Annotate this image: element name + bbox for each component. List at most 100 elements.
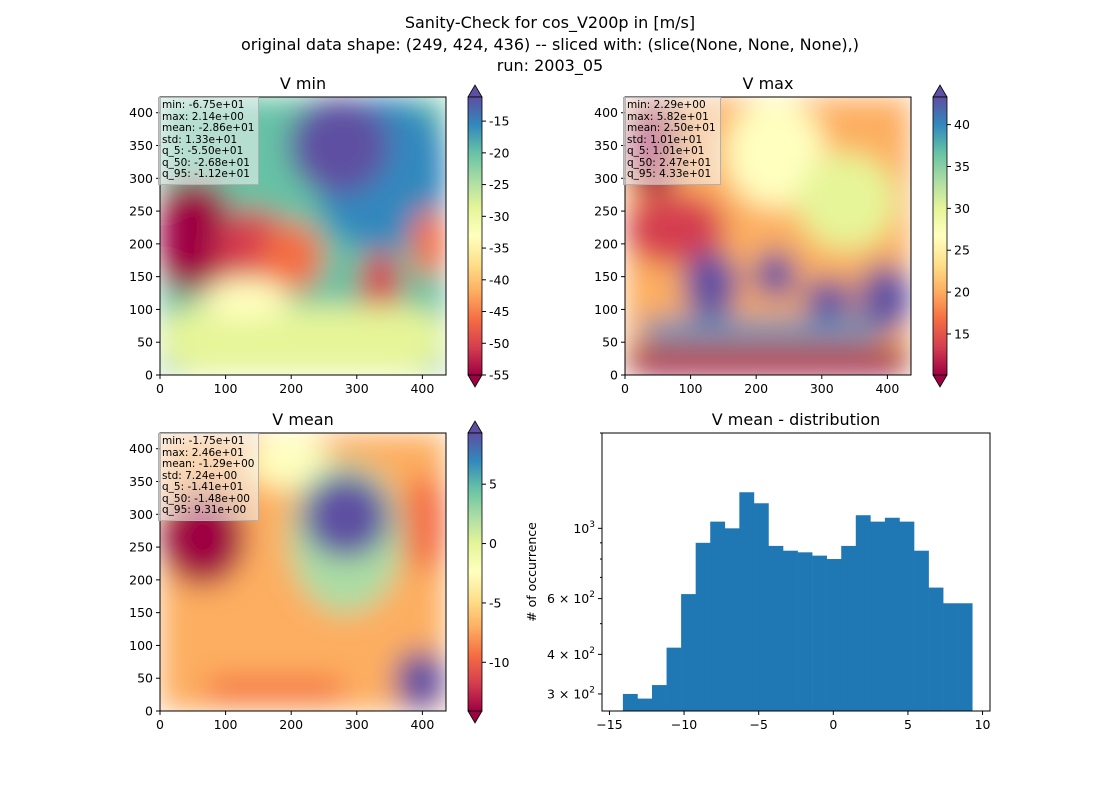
x-tick-label: 200: [744, 381, 768, 396]
heatmap-region: [625, 347, 911, 375]
heatmap-region: [725, 97, 826, 209]
y-tick-label: 3 × 102: [547, 685, 595, 701]
y-tick-label: 350: [594, 138, 618, 153]
y-tick-label: 300: [129, 507, 153, 522]
x-tick-label: 400: [410, 381, 434, 396]
y-tick-label: 6 × 102: [547, 590, 595, 606]
x-tick-label: 0: [156, 717, 164, 732]
stat-line: min: 2.29e+00: [627, 99, 706, 111]
colorbar-tick-label: -25: [489, 177, 509, 192]
heatmap-region: [394, 649, 446, 711]
y-tick-label: 350: [129, 138, 153, 153]
heatmap-region: [802, 277, 854, 320]
figure-title-line-3: run: 2003_05: [496, 56, 604, 75]
colorbar: 5 0 -5 -10: [467, 420, 509, 724]
colorbar-extend-bottom: [467, 374, 483, 388]
y-tick-label: 50: [137, 671, 153, 686]
histogram-bar: [899, 521, 915, 711]
histogram-title: V mean - distribution: [712, 410, 881, 429]
heatmap-region: [160, 180, 229, 292]
x-tick-label: 5: [904, 717, 912, 732]
histogram-frame: [601, 432, 991, 712]
colorbar-extend-bottom: [467, 710, 483, 724]
stat-line: q_95: 9.31e+00: [162, 504, 247, 516]
colorbar-tick-label: -55: [489, 368, 509, 383]
stat-line: q_50: -1.48e+00: [162, 492, 250, 505]
colorbar-tick-label: -50: [489, 336, 509, 351]
histogram-y-label: # of occurrence: [524, 522, 539, 622]
y-tick-label: 400: [594, 105, 618, 120]
heatmap-region: [160, 305, 446, 375]
colorbar-extend-top: [467, 84, 483, 98]
histogram-bar: [753, 503, 769, 711]
y-tick-label: 400: [129, 105, 153, 120]
y-tick-label: 150: [129, 269, 153, 284]
histogram-bar: [622, 693, 638, 711]
heatmap-region: [202, 677, 346, 700]
colorbar: -15 -20 -25 -30 -35 -40 -45 -50 -55: [467, 84, 509, 388]
colorbar-tick-label: 15: [954, 326, 970, 341]
x-tick-label: 0: [621, 381, 629, 396]
histogram-bar: [957, 603, 973, 711]
heatmap-region: [260, 222, 324, 292]
histogram-bar: [637, 698, 653, 711]
histogram-bar: [739, 492, 755, 711]
panel-title: V min: [280, 74, 326, 93]
y-tick-label: 250: [129, 204, 153, 219]
colorbar-tick-label: 30: [954, 201, 970, 216]
stat-line: max: 5.82e+01: [627, 110, 709, 123]
x-tick-label: 400: [410, 717, 434, 732]
stats-box-v-mean: min: -1.75e+01 max: 2.46e+01 mean: -1.29e+…: [158, 433, 260, 521]
histogram-bar: [724, 528, 740, 711]
colorbar-tick-label: 5: [489, 477, 497, 492]
colorbar-tick-label: -20: [489, 145, 509, 160]
colorbar-extend-top: [467, 420, 483, 434]
y-tick-label: 150: [129, 605, 153, 620]
stats-box-v-min: min: -6.75e+01 max: 2.14e+00 mean: -2.86e+…: [158, 97, 260, 185]
colorbar-tick-label: -5: [489, 595, 501, 610]
colorbar-tick-label: 0: [489, 536, 497, 551]
stat-line: mean: 2.50e+01: [627, 122, 716, 134]
x-tick-label: −10: [671, 717, 697, 732]
x-tick-label: 300: [345, 717, 369, 732]
colorbar-extend-top: [932, 84, 948, 98]
x-tick-label: 0: [156, 381, 164, 396]
x-tick-label: 300: [810, 381, 834, 396]
colorbar-tick-label: -15: [489, 114, 509, 129]
colorbar-tick-label: -35: [489, 241, 509, 256]
figure-title-line-2: original data shape: (249, 424, 436) -- …: [241, 35, 859, 54]
heatmap-region: [411, 208, 446, 278]
histogram-bar: [884, 517, 900, 711]
x-tick-label: 100: [214, 381, 238, 396]
stat-line: min: -1.75e+01: [162, 435, 245, 447]
heatmap-frame: [159, 96, 447, 376]
y-tick-label: 200: [594, 236, 618, 251]
colorbar-gradient: [467, 432, 483, 712]
x-tick-label: −15: [596, 717, 622, 732]
figure-title-line-1: Sanity-Check for cos_V200p in [m/s]: [404, 13, 696, 32]
y-tick-label: 200: [129, 572, 153, 587]
stats-box-v-max: min: 2.29e+00 max: 5.82e+01 mean: 2.50e+01…: [623, 97, 721, 185]
heatmap-region: [288, 97, 389, 195]
histogram-bar: [870, 521, 886, 711]
histogram-bar: [943, 603, 958, 711]
y-tick-label: 400: [129, 441, 153, 456]
histogram-panel: V mean - distribution # of occurrence −15 −…: [524, 410, 991, 732]
histogram-bar: [826, 559, 842, 711]
y-tick-label: 200: [129, 236, 153, 251]
histogram-bar: [666, 647, 682, 711]
stat-line: q_50: -2.68e+01: [162, 156, 250, 169]
heatmap-region: [859, 263, 911, 334]
colorbar-gradient: [467, 96, 483, 376]
stat-line: mean: -2.86e+01: [162, 122, 255, 134]
heatmap-region: [360, 249, 401, 320]
panel-title: V max: [743, 74, 794, 93]
histogram-bar: [652, 685, 667, 711]
y-tick-label: 100: [129, 302, 153, 317]
colorbar-tick-label: 35: [954, 159, 970, 174]
stat-line: q_50: 2.47e+01: [627, 156, 712, 169]
stat-line: q_95: -1.12e+01: [162, 168, 250, 180]
x-tick-label: 200: [279, 381, 303, 396]
histogram-bar: [914, 550, 929, 711]
x-tick-label: 400: [875, 381, 899, 396]
